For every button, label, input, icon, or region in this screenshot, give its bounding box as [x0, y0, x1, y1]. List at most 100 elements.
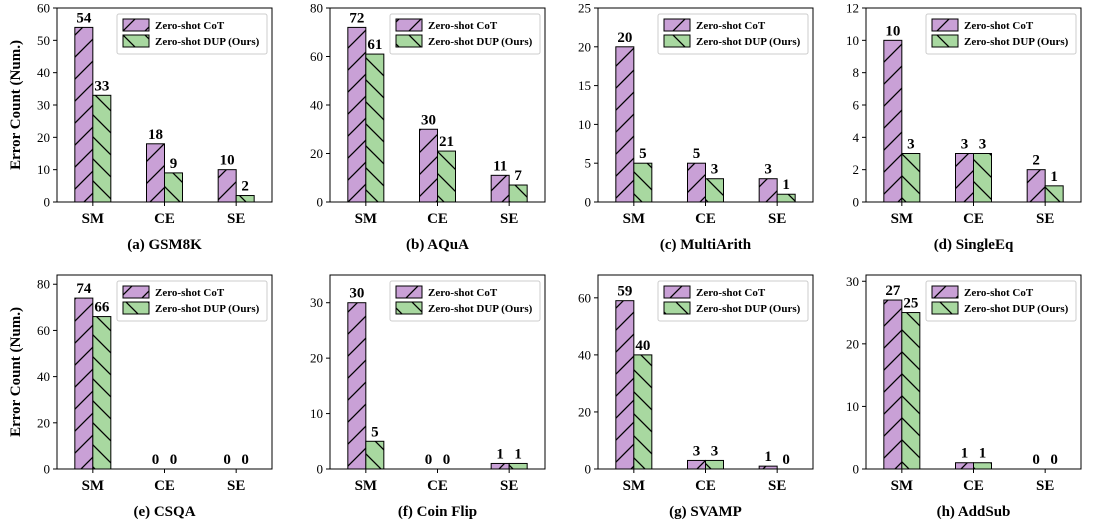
y-tick-label: 0 [317, 462, 324, 477]
data-label: 10 [220, 153, 235, 169]
data-label: 1 [1050, 169, 1058, 185]
y-tick-label: 80 [37, 277, 50, 292]
bar-hatch-cot-se [1026, 169, 1046, 203]
legend-swatch-hatch-dup [122, 301, 150, 315]
bar-hatch-cot-se [490, 174, 510, 203]
legend-swatch-hatch-dup [122, 34, 150, 48]
x-tick-label: CE [427, 478, 448, 494]
panel-caption: (h) AddSub [937, 504, 1011, 520]
data-label: 0 [223, 452, 231, 468]
legend-box [389, 280, 541, 322]
data-label: 1 [782, 177, 790, 193]
y-tick-label: 25 [578, 1, 591, 16]
x-tick-label: CE [963, 211, 984, 227]
y-tick-label: 6 [853, 98, 860, 113]
data-label: 0 [425, 452, 433, 468]
data-label: 59 [617, 284, 632, 300]
bar-hatch-cot-se [758, 178, 778, 203]
bar-hatch-dup-sm [901, 153, 921, 203]
bar-hatch-cot-sm [74, 26, 94, 203]
y-tick-label: 20 [846, 336, 859, 351]
legend: Zero-shot CoT Zero-shot DUP (Ours) [657, 280, 809, 322]
bar-hatch-dup-sm [633, 162, 653, 203]
data-label: 11 [493, 158, 507, 174]
y-tick-label: 80 [310, 1, 323, 16]
data-label: 3 [711, 443, 719, 459]
y-tick-label: 12 [846, 1, 859, 16]
legend: Zero-shot CoT Zero-shot DUP (Ours) [925, 13, 1077, 55]
panel-caption: (d) SingleEq [934, 237, 1014, 253]
data-label: 61 [367, 37, 382, 53]
data-label: 3 [764, 162, 772, 178]
axes-frame [329, 274, 546, 470]
data-label: 0 [241, 452, 249, 468]
data-label: 1 [961, 446, 969, 462]
axes-frame [56, 274, 273, 470]
legend-swatch-hatch-cot [663, 285, 691, 299]
y-tick-label: 10 [37, 162, 50, 177]
legend-label: Zero-shot DUP (Ours) [696, 303, 801, 315]
data-label: 1 [514, 446, 522, 462]
legend-label: Zero-shot CoT [696, 287, 766, 299]
x-tick-label: SM [623, 211, 646, 227]
panel-caption: (a) GSM8K [127, 237, 202, 253]
legend-swatch-hatch-cot [931, 18, 959, 32]
panel-caption: (g) SVAMP [669, 504, 742, 520]
legend-swatch-hatch-cot [395, 285, 423, 299]
data-label: 2 [1032, 153, 1040, 169]
bar-hatch-cot-sm [883, 39, 903, 203]
y-tick-label: 10 [578, 117, 591, 132]
legend: Zero-shot CoT Zero-shot DUP (Ours) [116, 13, 268, 55]
data-label: 9 [170, 156, 178, 172]
bar-hatch-dup-ce [705, 178, 724, 203]
y-tick-label: 0 [44, 195, 51, 210]
x-tick-label: CE [695, 478, 716, 494]
data-label: 27 [885, 283, 901, 299]
y-tick-label: 10 [846, 33, 859, 48]
panel-caption: (c) MultiArith [660, 237, 752, 253]
x-tick-label: SE [500, 478, 518, 494]
legend-label: Zero-shot CoT [155, 287, 225, 299]
bar-hatch-dup-se [508, 184, 528, 203]
y-tick-label: 20 [37, 130, 50, 145]
bar-hatch-cot-sm [347, 26, 367, 203]
legend-label: Zero-shot DUP (Ours) [428, 303, 533, 315]
data-label: 0 [1032, 452, 1040, 468]
bar-hatch-dup-ce [973, 462, 992, 470]
data-label: 0 [1050, 452, 1058, 468]
x-tick-label: SM [82, 211, 105, 227]
x-tick-label: CE [427, 211, 448, 227]
data-label: 5 [371, 424, 379, 440]
axes-frame [56, 7, 273, 203]
y-tick-label: 20 [578, 404, 591, 419]
data-label: 10 [885, 23, 900, 39]
data-label: 1 [764, 449, 772, 465]
bar-hatch-dup-sm [365, 440, 385, 470]
x-tick-label: CE [695, 211, 716, 227]
legend-label: Zero-shot CoT [964, 287, 1034, 299]
y-tick-label: 50 [37, 33, 50, 48]
x-tick-label: SM [891, 478, 914, 494]
panel-caption: (e) CSQA [133, 504, 195, 520]
legend-label: Zero-shot CoT [428, 20, 498, 32]
legend-box [116, 280, 268, 322]
x-tick-label: CE [154, 211, 175, 227]
axes-frame [597, 274, 814, 470]
chart-panel-1: 54 33 SM 18 9 CE 10 2 SE 0 10 20 30 40 50 60 Zero-shot C… [8, 1, 273, 253]
bar-hatch-dup-ce [164, 172, 183, 203]
bar-hatch-cot-ce [687, 162, 706, 203]
data-label: 3 [979, 137, 987, 153]
legend-box [925, 13, 1077, 55]
legend-box [925, 280, 1077, 322]
axes-frame [865, 274, 1082, 470]
y-tick-label: 40 [37, 369, 50, 384]
y-tick-label: 30 [310, 295, 323, 310]
bar-hatch-cot-ce [955, 462, 974, 470]
data-label: 21 [439, 134, 454, 150]
y-tick-label: 40 [310, 98, 323, 113]
